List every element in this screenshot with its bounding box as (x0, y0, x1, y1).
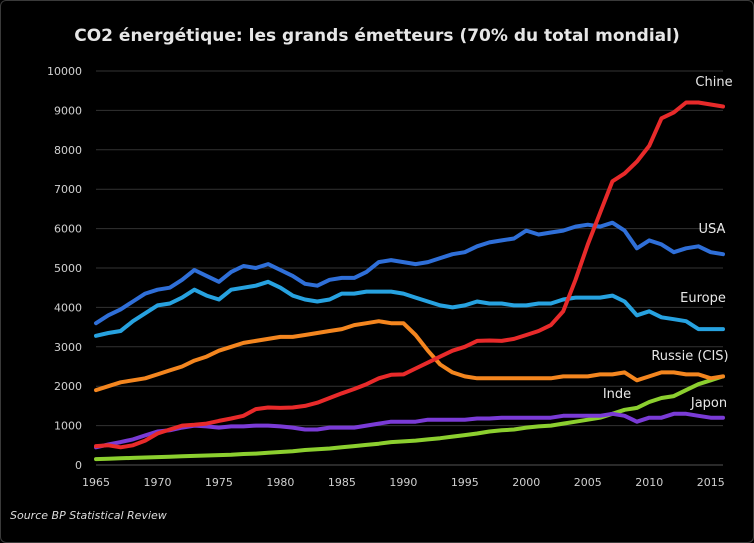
series-label-europe: Europe (680, 291, 726, 306)
series-label-usa: USA (699, 222, 726, 237)
x-tick-2005: 2005 (574, 476, 602, 489)
y-tick-10000: 10000 (47, 65, 82, 78)
x-tick-1990: 1990 (389, 476, 417, 489)
x-tick-2015: 2015 (697, 476, 725, 489)
y-tick-0: 0 (75, 459, 82, 472)
y-tick-3000: 3000 (54, 341, 82, 354)
x-tick-1975: 1975 (205, 476, 233, 489)
x-tick-1970: 1970 (143, 476, 171, 489)
series-line-inde (94, 374, 725, 462)
series-lines (94, 100, 725, 462)
x-tick-1965: 1965 (82, 476, 110, 489)
series-label-chine: Chine (695, 75, 732, 90)
y-tick-5000: 5000 (54, 262, 82, 275)
y-tick-1000: 1000 (54, 420, 82, 433)
y-tick-4000: 4000 (54, 301, 82, 314)
series-line-russie-cis (94, 319, 725, 393)
x-tick-1985: 1985 (328, 476, 356, 489)
y-tick-6000: 6000 (54, 223, 82, 236)
x-tick-2000: 2000 (512, 476, 540, 489)
y-tick-8000: 8000 (54, 144, 82, 157)
y-tick-2000: 2000 (54, 380, 82, 393)
series-label-japon: Japon (690, 396, 727, 411)
x-tick-1995: 1995 (451, 476, 479, 489)
series-line-europe (94, 279, 725, 338)
y-tick-9000: 9000 (54, 104, 82, 117)
series-labels: Chine USA Europe Russie (CIS) Inde Japon (603, 75, 733, 411)
y-axis-ticks: 0 1000 2000 3000 4000 5000 6000 7000 8000 9000 100… (47, 65, 82, 472)
x-axis-ticks: 1965 1970 1975 1980 1985 1990 1995 2000 2005 2010… (82, 476, 725, 489)
x-tick-1980: 1980 (266, 476, 294, 489)
series-line-usa (94, 220, 725, 326)
grid-lines (96, 70, 723, 466)
series-line-chine (94, 100, 725, 450)
y-tick-7000: 7000 (54, 183, 82, 196)
series-label-russie-cis: Russie (CIS) (651, 349, 728, 364)
chart-title: CO2 énergétique: les grands émetteurs (7… (74, 26, 680, 46)
source-note: Source BP Statistical Review (10, 509, 167, 522)
series-label-inde: Inde (603, 387, 631, 402)
x-tick-2010: 2010 (635, 476, 663, 489)
